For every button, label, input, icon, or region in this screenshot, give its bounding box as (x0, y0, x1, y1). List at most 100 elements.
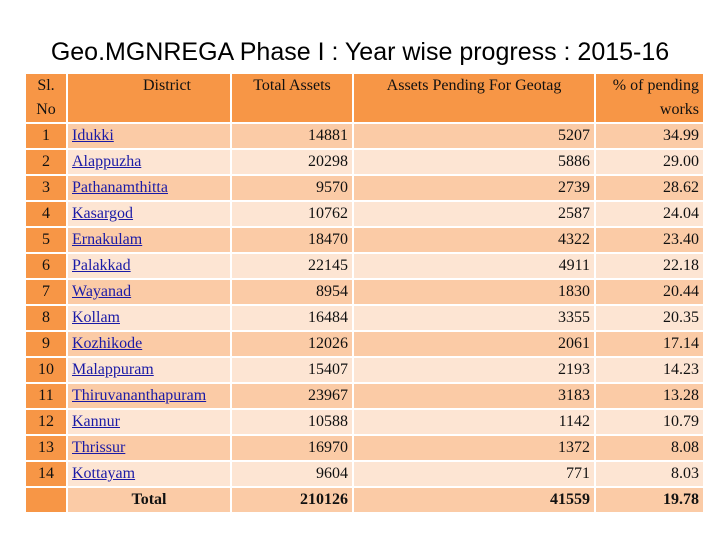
district-link[interactable]: Wayanad (72, 283, 132, 300)
assets-pending-cell: 4322 (352, 226, 596, 254)
table-row: 6 Palakkad 22145 4911 22.18 (24, 252, 705, 280)
district-link[interactable]: Thrissur (72, 439, 126, 456)
sl-no-cell: 1 (24, 122, 68, 150)
total-row: Total 210126 41559 19.78 (24, 486, 705, 514)
table-row: 13 Thrissur 16970 1372 8.08 (24, 434, 705, 462)
pct-pending-cell: 23.40 (594, 226, 705, 254)
total-assets-cell: 9570 (230, 174, 354, 202)
district-link[interactable]: Thiruvananthapuram (72, 387, 207, 404)
district-link[interactable]: Palakkad (72, 257, 131, 274)
district-link[interactable]: Kollam (72, 309, 120, 326)
pct-pending-cell: 17.14 (594, 330, 705, 358)
district-link[interactable]: Pathanamthitta (72, 179, 168, 196)
assets-pending-cell: 771 (352, 460, 596, 488)
pct-pending-cell: 20.44 (594, 278, 705, 306)
table-row: 3 Pathanamthitta 9570 2739 28.62 (24, 174, 705, 202)
table-row: 7 Wayanad 8954 1830 20.44 (24, 278, 705, 306)
table-row: 9 Kozhikode 12026 2061 17.14 (24, 330, 705, 358)
pct-pending-cell: 8.08 (594, 434, 705, 462)
assets-pending-cell: 2061 (352, 330, 596, 358)
total-assets-cell: 23967 (230, 382, 354, 410)
district-cell: Idukki (66, 122, 232, 150)
header-sl-no: Sl. No (24, 72, 68, 124)
header-assets-pending: Assets Pending For Geotag (352, 72, 596, 124)
table-row: 10 Malappuram 15407 2193 14.23 (24, 356, 705, 384)
pct-pending-cell: 20.35 (594, 304, 705, 332)
table-row: 14 Kottayam 9604 771 8.03 (24, 460, 705, 488)
district-cell: Thrissur (66, 434, 232, 462)
district-link[interactable]: Ernakulam (72, 231, 143, 248)
pct-pending-cell: 14.23 (594, 356, 705, 384)
sl-no-cell: 11 (24, 382, 68, 410)
total-assets-cell: 16484 (230, 304, 354, 332)
table-row: 11 Thiruvananthapuram 23967 3183 13.28 (24, 382, 705, 410)
table-row: 5 Ernakulam 18470 4322 23.40 (24, 226, 705, 254)
district-link[interactable]: Malappuram (72, 361, 154, 378)
sl-no-cell: 9 (24, 330, 68, 358)
assets-pending-cell: 3355 (352, 304, 596, 332)
total-assets-cell: 18470 (230, 226, 354, 254)
pct-pending-cell: 22.18 (594, 252, 705, 280)
total-assets-cell: 10588 (230, 408, 354, 436)
district-link[interactable]: Kozhikode (72, 335, 143, 352)
header-district: District (66, 72, 232, 124)
total-assets-cell: 22145 (230, 252, 354, 280)
pct-pending-cell: 13.28 (594, 382, 705, 410)
district-link[interactable]: Kottayam (72, 465, 136, 482)
pct-pending-cell: 8.03 (594, 460, 705, 488)
table-row: 2 Alappuzha 20298 5886 29.00 (24, 148, 705, 176)
total-assets-sum: 210126 (230, 486, 354, 514)
sl-no-cell: 12 (24, 408, 68, 436)
pct-pending-cell: 28.62 (594, 174, 705, 202)
table-row: 8 Kollam 16484 3355 20.35 (24, 304, 705, 332)
district-cell: Pathanamthitta (66, 174, 232, 202)
pct-pending-cell: 10.79 (594, 408, 705, 436)
district-cell: Alappuzha (66, 148, 232, 176)
district-link[interactable]: Alappuzha (72, 153, 142, 170)
table-row: 12 Kannur 10588 1142 10.79 (24, 408, 705, 436)
table-row: 4 Kasargod 10762 2587 24.04 (24, 200, 705, 228)
district-cell: Malappuram (66, 356, 232, 384)
assets-pending-cell: 2193 (352, 356, 596, 384)
table-row: 1 Idukki 14881 5207 34.99 (24, 122, 705, 150)
total-assets-cell: 9604 (230, 460, 354, 488)
assets-pending-cell: 2587 (352, 200, 596, 228)
assets-pending-cell: 5886 (352, 148, 596, 176)
sl-no-cell: 2 (24, 148, 68, 176)
assets-pending-cell: 1830 (352, 278, 596, 306)
assets-pending-cell: 4911 (352, 252, 596, 280)
pct-pending-cell: 24.04 (594, 200, 705, 228)
sl-no-cell: 13 (24, 434, 68, 462)
district-link[interactable]: Kasargod (72, 205, 134, 222)
sl-no-cell: 8 (24, 304, 68, 332)
header-pct-pending: % of pending works (594, 72, 705, 124)
district-cell: Kollam (66, 304, 232, 332)
assets-pending-cell: 3183 (352, 382, 596, 410)
assets-pending-cell: 5207 (352, 122, 596, 150)
district-cell: Kottayam (66, 460, 232, 488)
district-cell: Thiruvananthapuram (66, 382, 232, 410)
sl-no-cell: 3 (24, 174, 68, 202)
district-cell: Palakkad (66, 252, 232, 280)
district-link[interactable]: Idukki (72, 127, 114, 144)
assets-pending-sum: 41559 (352, 486, 596, 514)
district-link[interactable]: Kannur (72, 413, 120, 430)
district-cell: Kasargod (66, 200, 232, 228)
total-assets-cell: 20298 (230, 148, 354, 176)
district-cell: Ernakulam (66, 226, 232, 254)
sl-no-cell: 4 (24, 200, 68, 228)
district-cell: Wayanad (66, 278, 232, 306)
pct-pending-overall: 19.78 (594, 486, 705, 514)
total-assets-cell: 10762 (230, 200, 354, 228)
sl-no-cell: 14 (24, 460, 68, 488)
total-assets-cell: 8954 (230, 278, 354, 306)
sl-no-cell (24, 486, 68, 514)
total-assets-cell: 16970 (230, 434, 354, 462)
assets-pending-cell: 2739 (352, 174, 596, 202)
pct-pending-cell: 34.99 (594, 122, 705, 150)
pct-pending-cell: 29.00 (594, 148, 705, 176)
sl-no-cell: 6 (24, 252, 68, 280)
sl-no-cell: 7 (24, 278, 68, 306)
progress-table: Sl. No District Total Assets Assets Pend… (24, 72, 705, 514)
total-assets-cell: 14881 (230, 122, 354, 150)
